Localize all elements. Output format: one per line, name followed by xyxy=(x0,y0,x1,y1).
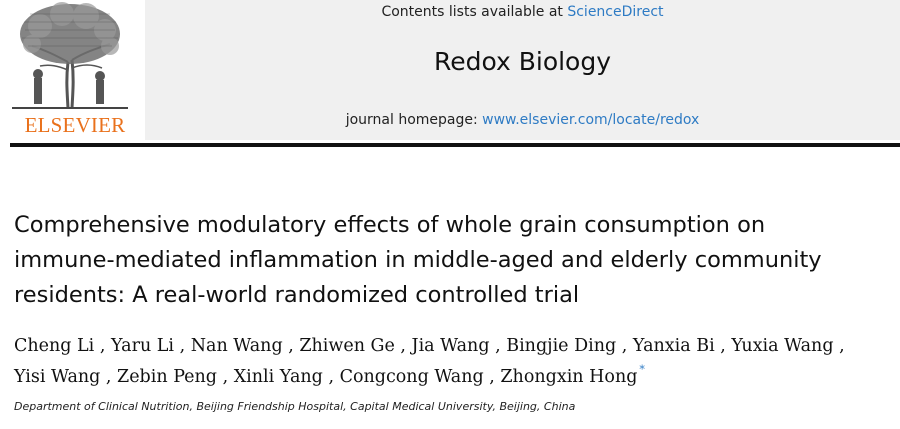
elsevier-tree-icon xyxy=(12,2,128,109)
elsevier-wordmark: ELSEVIER xyxy=(24,113,126,137)
homepage-line: journal homepage: www.elsevier.com/locat… xyxy=(145,112,900,128)
article-title: Comprehensive modulatory effects of whol… xyxy=(14,208,894,313)
sciencedirect-link[interactable]: ScienceDirect xyxy=(567,4,664,20)
corresponding-author-mark[interactable]: * xyxy=(639,363,645,376)
journal-homepage-link[interactable]: www.elsevier.com/locate/redox xyxy=(482,112,700,128)
author-line: Yisi Wang , Zebin Peng , Xinli Yang , Co… xyxy=(14,359,900,390)
title-line: immune-mediated inflammation in middle-a… xyxy=(14,247,822,273)
contents-line: Contents lists available at ScienceDirec… xyxy=(145,4,900,20)
journal-title[interactable]: Redox Biology xyxy=(433,47,612,76)
journal-banner: Contents lists available at ScienceDirec… xyxy=(145,0,900,140)
author-affiliation: Department of Clinical Nutrition, Beijin… xyxy=(14,400,576,413)
journal-masthead: ELSEVIER Contents lists available at Sci… xyxy=(0,0,900,147)
title-line: residents: A real-world randomized contr… xyxy=(14,282,580,308)
author-names: Yisi Wang , Zebin Peng , Xinli Yang , Co… xyxy=(14,366,638,387)
author-line: Cheng Li , Yaru Li , Nan Wang , Zhiwen G… xyxy=(14,336,845,356)
masthead-divider xyxy=(10,143,900,147)
homepage-prefix: journal homepage: xyxy=(345,112,483,128)
author-list: Cheng Li , Yaru Li , Nan Wang , Zhiwen G… xyxy=(14,333,900,390)
title-line: Comprehensive modulatory effects of whol… xyxy=(14,212,766,238)
contents-prefix: Contents lists available at xyxy=(381,4,568,20)
elsevier-logo[interactable]: ELSEVIER xyxy=(10,0,130,140)
